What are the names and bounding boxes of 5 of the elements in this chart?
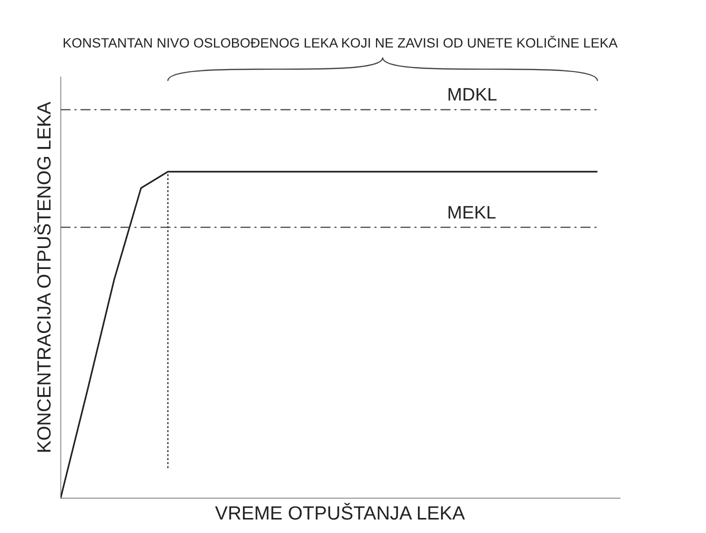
x-axis-title: VREME OTPUŠTANJA LEKA [215, 502, 466, 524]
y-axis-title: KONCENTRACIJA OTPUŠTENOG LEKA [34, 101, 56, 454]
ref-line-label: MEKL [447, 202, 496, 222]
ref-line-label: MDKL [447, 84, 498, 105]
chart-title: KONSTANTAN NIVO OSLOBOĐENOG LEKA KOJI NE ZAVISI OD UNETE KOLIČINE LEKA [62, 36, 618, 50]
